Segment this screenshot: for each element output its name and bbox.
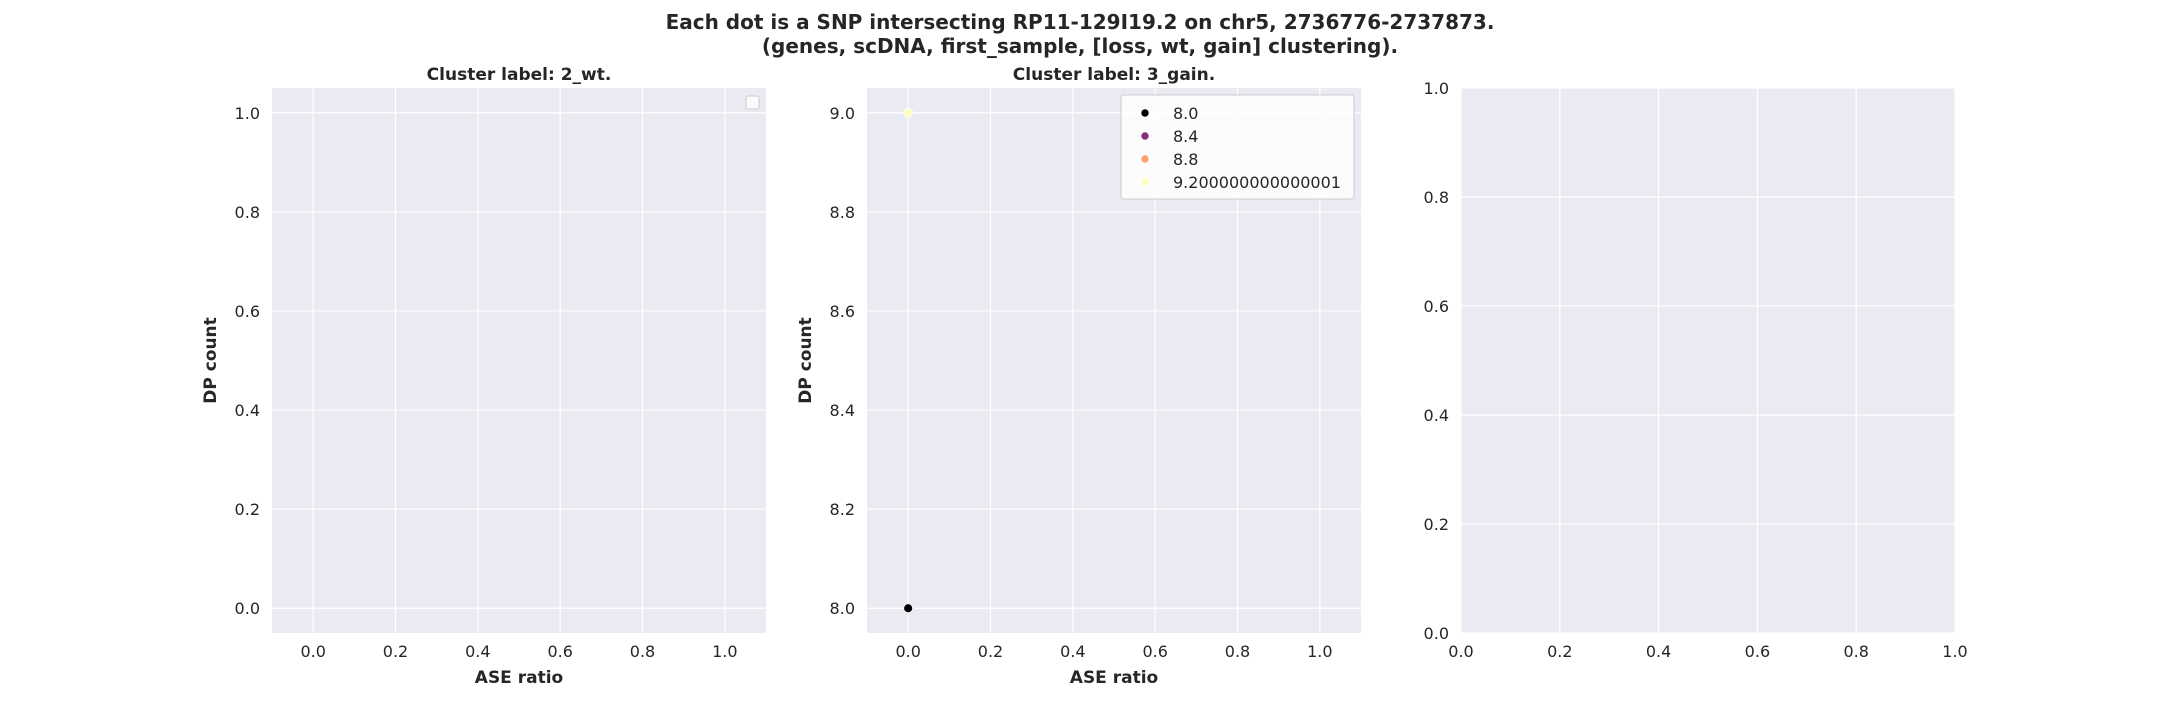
y-tick-label: 0.8 <box>1424 188 1449 207</box>
legend-label: 8.8 <box>1173 150 1198 169</box>
legend-label: 8.0 <box>1173 104 1198 123</box>
x-axis-label: ASE ratio <box>1070 668 1158 688</box>
y-tick-label: 0.6 <box>235 302 260 321</box>
x-tick-label: 1.0 <box>1942 642 1967 661</box>
plot-area <box>1461 88 1955 633</box>
x-tick-label: 0.2 <box>1547 642 1572 661</box>
y-tick-label: 8.8 <box>830 203 855 222</box>
subplot-title: Cluster label: 2_wt. <box>427 65 612 85</box>
y-tick-label: 0.6 <box>1424 297 1449 316</box>
x-tick-label: 0.8 <box>1843 642 1868 661</box>
x-tick-label: 1.0 <box>1307 642 1332 661</box>
x-tick-label: 0.4 <box>465 642 490 661</box>
y-axis-label: DP count <box>796 317 816 404</box>
plot-area <box>272 88 766 633</box>
x-tick-label: 1.0 <box>712 642 737 661</box>
y-tick-label: 9.0 <box>830 104 855 123</box>
y-tick-label: 0.4 <box>235 401 260 420</box>
subplot-title: Cluster label: 3_gain. <box>1013 65 1215 85</box>
y-tick-label: 8.4 <box>830 401 855 420</box>
y-tick-label: 1.0 <box>235 104 260 123</box>
y-tick-label: 8.0 <box>830 599 855 618</box>
y-tick-label: 8.6 <box>830 302 855 321</box>
x-tick-label: 0.8 <box>630 642 655 661</box>
x-tick-label: 0.6 <box>1745 642 1770 661</box>
y-tick-label: 0.0 <box>235 599 260 618</box>
legend-box <box>1120 94 1355 200</box>
figure-title-line-1: Each dot is a SNP intersecting RP11-129I… <box>665 10 1495 34</box>
subplot-3: 0.0 0.2 0.4 0.6 0.8 1.0 0.0 0.2 0.4 0.6 0.8 1.0 <box>1424 79 1968 661</box>
y-tick-label: 0.0 <box>1424 624 1449 643</box>
x-tick-label: 0.0 <box>1448 642 1473 661</box>
legend-marker <box>1140 177 1150 187</box>
x-tick-label: 0.4 <box>1646 642 1671 661</box>
x-tick-label: 0.0 <box>895 642 920 661</box>
legend-label: 9.200000000000001 <box>1173 173 1341 192</box>
legend-marker <box>1140 108 1150 118</box>
subplot-1: 0.0 0.2 0.4 0.6 0.8 1.0 0.0 0.2 0.4 0.6 0.8 1.0 Clus… <box>201 65 766 688</box>
legend-marker <box>1140 131 1150 141</box>
y-tick-label: 1.0 <box>1424 79 1449 98</box>
legend-box-empty <box>745 95 760 110</box>
legend-label: 8.4 <box>1173 127 1198 146</box>
y-tick-label: 0.4 <box>1424 406 1449 425</box>
x-tick-label: 0.6 <box>547 642 572 661</box>
x-tick-label: 0.8 <box>1225 642 1250 661</box>
data-point <box>903 107 914 118</box>
y-tick-label: 0.2 <box>235 500 260 519</box>
y-tick-label: 0.2 <box>1424 515 1449 534</box>
y-tick-label: 0.8 <box>235 203 260 222</box>
data-point <box>903 603 914 614</box>
x-tick-label: 0.6 <box>1142 642 1167 661</box>
subplot-2: 0.0 0.2 0.4 0.6 0.8 1.0 8.0 8.2 8.4 8.6 8.8 9.0 Clus… <box>796 65 1361 688</box>
legend-marker <box>1140 154 1150 164</box>
x-axis-label: ASE ratio <box>475 668 563 688</box>
x-tick-label: 0.2 <box>978 642 1003 661</box>
y-tick-label: 8.2 <box>830 500 855 519</box>
y-axis-label: DP count <box>201 317 221 404</box>
x-tick-label: 0.4 <box>1060 642 1085 661</box>
x-tick-label: 0.2 <box>383 642 408 661</box>
figure-title-line-2: (genes, scDNA, first_sample, [loss, wt, … <box>761 34 1399 58</box>
x-tick-label: 0.0 <box>300 642 325 661</box>
